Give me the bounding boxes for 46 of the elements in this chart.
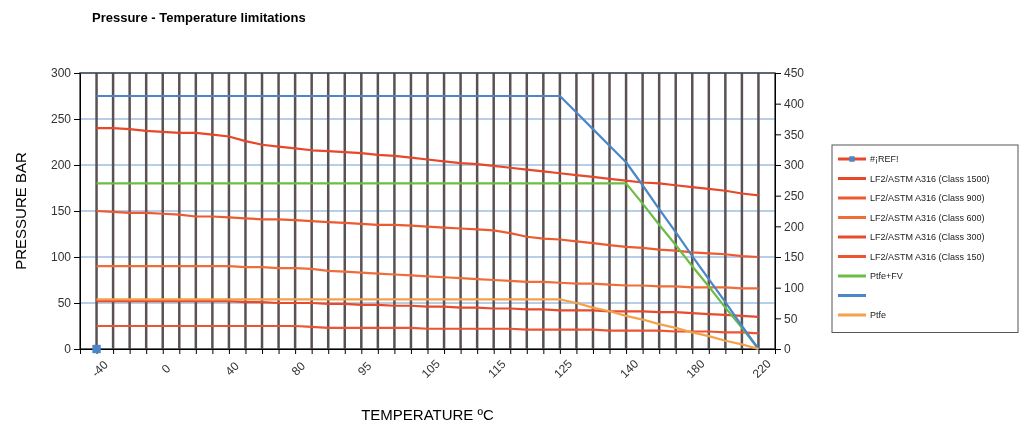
line-series (95, 324, 760, 335)
x-tick-label: 140 (617, 356, 642, 381)
x-tick-label: 180 (683, 356, 708, 381)
legend-label: LF2/ASTM A316 (Class 150) (870, 251, 985, 262)
y2-tick-label: 400 (784, 97, 805, 112)
x-tick-label: 105 (418, 356, 444, 381)
y-tick-label: 0 (64, 342, 72, 357)
y-axis-title: PRESSURE BAR (12, 152, 29, 270)
y2-tick-label: 150 (784, 250, 805, 265)
x-tick-label: -40 (88, 357, 112, 380)
line-series (95, 209, 760, 259)
x-tick-label: 80 (288, 358, 309, 379)
legend-label: Ptfe+FV (870, 271, 903, 282)
legend-label: Ptfe (870, 310, 887, 321)
y-tick-label: 250 (50, 112, 72, 127)
line-series (95, 298, 760, 351)
y2-tick-label: 100 (784, 281, 805, 296)
x-tick-label: 0 (158, 361, 174, 377)
line-series (95, 300, 760, 318)
x-axis-title: TEMPERATURE ºC (361, 406, 495, 423)
y-tick-label: 200 (50, 158, 72, 173)
legend-label: LF2/ASTM A316 (Class 900) (870, 193, 985, 204)
x-tick-label: 125 (551, 356, 576, 381)
legend-label: LF2/ASTM A316 (Class 600) (870, 212, 985, 223)
y2-tick-label: 0 (784, 342, 791, 357)
x-tick-label: 220 (749, 356, 775, 381)
x-tick-label: 40 (222, 358, 243, 379)
legend-label: #¡REF! (870, 154, 899, 165)
y2-tick-label: 250 (784, 189, 805, 204)
y2-tick-label: 200 (784, 219, 805, 234)
x-tick-label: 115 (485, 356, 509, 381)
legend-label: LF2/ASTM A316 (Class 300) (870, 232, 985, 243)
y-tick-label: 150 (50, 204, 72, 219)
y-tick-label: 50 (57, 296, 72, 311)
x-tick-label: 95 (354, 358, 375, 379)
line-series (95, 265, 760, 290)
chart-title: Pressure - Temperature limitations (92, 10, 306, 25)
y2-tick-label: 450 (784, 66, 805, 81)
y2-tick-label: 50 (784, 311, 798, 326)
y2-tick-label: 350 (784, 127, 805, 142)
line-series (95, 94, 760, 351)
y-tick-label: 300 (50, 66, 72, 81)
legend-label: LF2/ASTM A316 (Class 1500) (870, 173, 990, 184)
y2-tick-label: 300 (784, 158, 805, 173)
line-series (95, 127, 760, 197)
y-tick-label: 100 (50, 250, 72, 265)
